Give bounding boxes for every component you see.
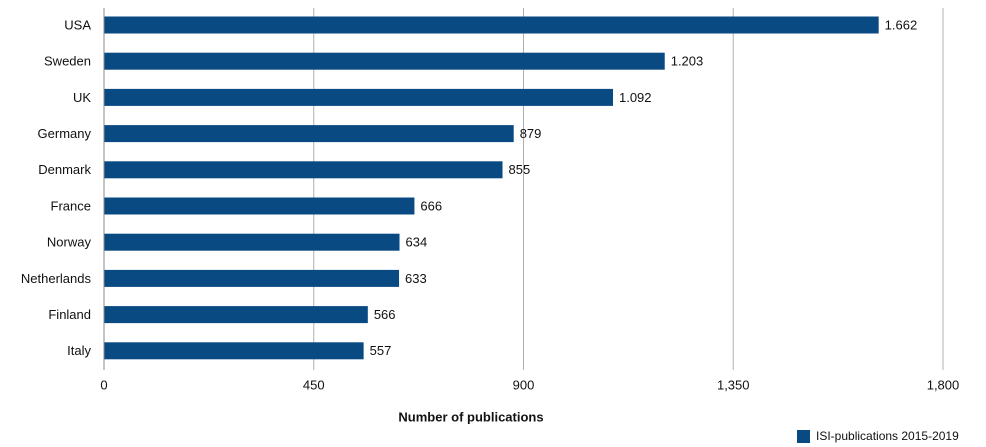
y-tick-label: Norway xyxy=(47,235,92,250)
bar xyxy=(104,197,415,215)
value-label: 634 xyxy=(406,235,428,250)
bar xyxy=(104,269,400,287)
legend-swatch xyxy=(797,430,810,443)
y-tick-label: Sweden xyxy=(44,54,91,69)
value-label: 1.203 xyxy=(671,54,704,69)
x-tick-label: 0 xyxy=(100,377,107,392)
bar xyxy=(104,306,368,324)
bar xyxy=(104,88,613,106)
bar xyxy=(104,342,364,360)
value-label: 633 xyxy=(405,271,427,286)
value-label: 666 xyxy=(420,198,442,213)
y-tick-label: USA xyxy=(64,17,91,32)
value-label: 566 xyxy=(374,307,396,322)
value-label: 879 xyxy=(520,126,542,141)
y-tick-label: Netherlands xyxy=(21,271,92,286)
y-tick-label: Italy xyxy=(67,343,91,358)
x-tick-label: 1,350 xyxy=(717,377,750,392)
bar xyxy=(104,125,514,143)
value-label: 557 xyxy=(370,343,392,358)
bar xyxy=(104,161,503,179)
bar xyxy=(104,16,879,34)
y-tick-label: France xyxy=(51,198,91,213)
x-tick-label: 1,800 xyxy=(927,377,960,392)
value-label: 1.092 xyxy=(619,90,652,105)
x-tick-label: 900 xyxy=(513,377,535,392)
bar xyxy=(104,233,400,251)
x-axis-label: Number of publications xyxy=(398,409,543,424)
y-tick-label: UK xyxy=(73,90,91,105)
x-tick-label: 450 xyxy=(303,377,325,392)
y-tick-label: Germany xyxy=(38,126,92,141)
bar xyxy=(104,52,665,70)
y-tick-label: Finland xyxy=(48,307,91,322)
value-label: 855 xyxy=(509,162,531,177)
legend-label: ISI-publications 2015-2019 xyxy=(816,429,959,443)
y-tick-label: Denmark xyxy=(38,162,91,177)
value-label: 1.662 xyxy=(885,17,918,32)
